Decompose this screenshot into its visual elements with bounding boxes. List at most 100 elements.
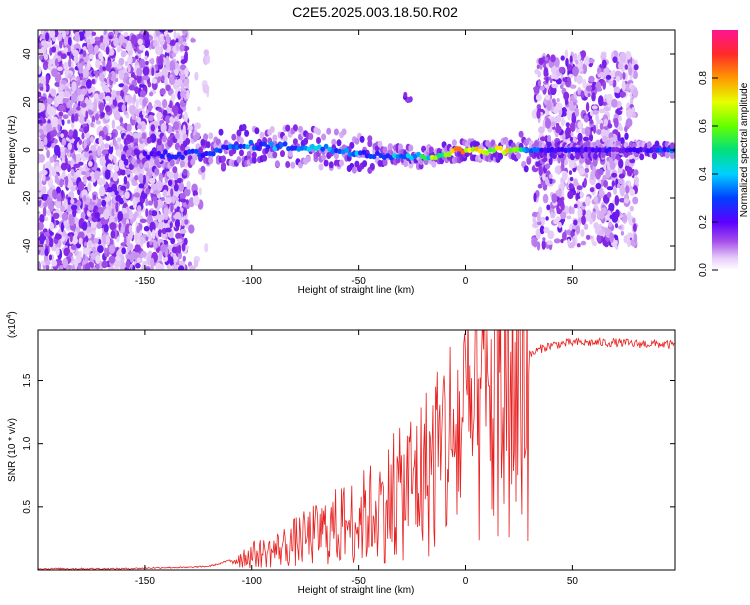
noise-speckle bbox=[39, 251, 45, 256]
noise-speckle bbox=[609, 161, 616, 170]
noise-speckle bbox=[54, 176, 60, 184]
noise-speckle bbox=[604, 214, 611, 221]
noise-speckle bbox=[87, 182, 92, 193]
ridge-point bbox=[197, 152, 203, 158]
noise-speckle bbox=[38, 65, 42, 75]
noise-speckle bbox=[626, 238, 632, 248]
halo-blob bbox=[172, 166, 178, 174]
halo-blob bbox=[192, 153, 198, 161]
noise-speckle bbox=[181, 30, 188, 36]
noise-speckle bbox=[119, 169, 126, 176]
halo-blob bbox=[316, 137, 321, 144]
noise-speckle bbox=[52, 116, 59, 128]
noise-speckle bbox=[613, 86, 620, 93]
halo-blob bbox=[269, 126, 275, 133]
noise-speckle bbox=[569, 84, 577, 89]
noise-speckle bbox=[607, 161, 611, 172]
ridge-point bbox=[238, 143, 244, 149]
noise-speckle bbox=[110, 191, 115, 198]
noise-speckle bbox=[71, 168, 75, 177]
noise-speckle bbox=[97, 198, 102, 203]
noise-speckle bbox=[114, 110, 121, 121]
noise-speckle bbox=[173, 183, 179, 192]
noise-speckle bbox=[192, 190, 198, 197]
halo-blob bbox=[285, 161, 291, 168]
snr-scale-exponent: 4 bbox=[6, 315, 13, 319]
noise-speckle bbox=[75, 169, 82, 178]
noise-speckle bbox=[619, 91, 627, 98]
noise-speckle bbox=[565, 122, 570, 128]
noise-speckle bbox=[98, 52, 103, 60]
noise-speckle bbox=[43, 202, 48, 208]
noise-speckle bbox=[46, 132, 51, 143]
halo-blob bbox=[431, 160, 437, 168]
noise-speckle bbox=[73, 104, 77, 112]
noise-speckle bbox=[597, 168, 604, 176]
noise-speckle bbox=[98, 185, 106, 197]
noise-speckle bbox=[59, 146, 65, 153]
noise-speckle bbox=[70, 204, 78, 211]
noise-speckle bbox=[125, 60, 128, 67]
noise-speckle bbox=[157, 263, 165, 270]
noise-speckle bbox=[619, 126, 623, 132]
noise-speckle bbox=[169, 256, 174, 266]
noise-speckle bbox=[57, 34, 62, 42]
noise-speckle bbox=[606, 191, 612, 198]
noise-speckle bbox=[121, 247, 126, 255]
noise-speckle bbox=[101, 179, 106, 185]
halo-blob bbox=[408, 144, 414, 152]
noise-speckle bbox=[193, 259, 199, 268]
noise-speckle bbox=[603, 106, 611, 112]
noise-speckle bbox=[555, 125, 562, 134]
noise-speckle bbox=[593, 196, 599, 203]
halo-blob bbox=[646, 141, 652, 149]
noise-speckle bbox=[56, 94, 63, 105]
noise-speckle bbox=[95, 262, 100, 270]
noise-speckle bbox=[152, 196, 158, 202]
noise-speckle bbox=[132, 115, 137, 121]
noise-speckle bbox=[621, 80, 626, 92]
noise-speckle bbox=[57, 149, 61, 159]
noise-speckle bbox=[120, 185, 127, 191]
ridge-point bbox=[597, 147, 603, 153]
noise-speckle bbox=[38, 139, 43, 150]
noise-speckle bbox=[45, 237, 50, 247]
noise-speckle bbox=[180, 219, 185, 227]
noise-speckle bbox=[51, 46, 57, 53]
noise-speckle bbox=[163, 207, 169, 219]
noise-speckle bbox=[98, 102, 105, 112]
noise-speckle bbox=[537, 183, 543, 189]
halo-blob bbox=[126, 149, 132, 157]
noise-speckle bbox=[151, 67, 155, 77]
noise-speckle bbox=[576, 191, 582, 200]
noise-speckle bbox=[61, 119, 65, 126]
noise-speckle bbox=[90, 122, 94, 128]
noise-speckle bbox=[556, 114, 562, 123]
noise-speckle bbox=[41, 185, 47, 195]
ridge-point bbox=[210, 151, 216, 157]
noise-speckle bbox=[81, 132, 85, 140]
halo-blob bbox=[608, 141, 614, 148]
ridge-point bbox=[494, 145, 500, 151]
noise-speckle bbox=[629, 188, 636, 197]
noise-speckle bbox=[86, 221, 90, 227]
noise-speckle bbox=[95, 255, 101, 264]
ridge-point bbox=[491, 147, 497, 154]
y-tick-label: 1.5 bbox=[22, 373, 33, 387]
noise-speckle bbox=[73, 54, 79, 64]
noise-speckle bbox=[110, 142, 114, 147]
noise-speckle bbox=[81, 221, 88, 231]
noise-speckle bbox=[130, 34, 138, 45]
noise-speckle bbox=[60, 205, 65, 212]
noise-speckle bbox=[598, 71, 605, 78]
ridge-point bbox=[299, 145, 305, 151]
noise-speckle bbox=[105, 63, 112, 72]
noise-speckle bbox=[580, 240, 587, 246]
noise-speckle bbox=[74, 113, 79, 122]
halo-blob bbox=[128, 135, 134, 143]
noise-speckle bbox=[560, 117, 565, 127]
noise-speckle bbox=[577, 132, 583, 142]
noise-speckle bbox=[59, 38, 63, 49]
noise-speckle bbox=[162, 98, 168, 109]
noise-speckle bbox=[183, 219, 189, 225]
